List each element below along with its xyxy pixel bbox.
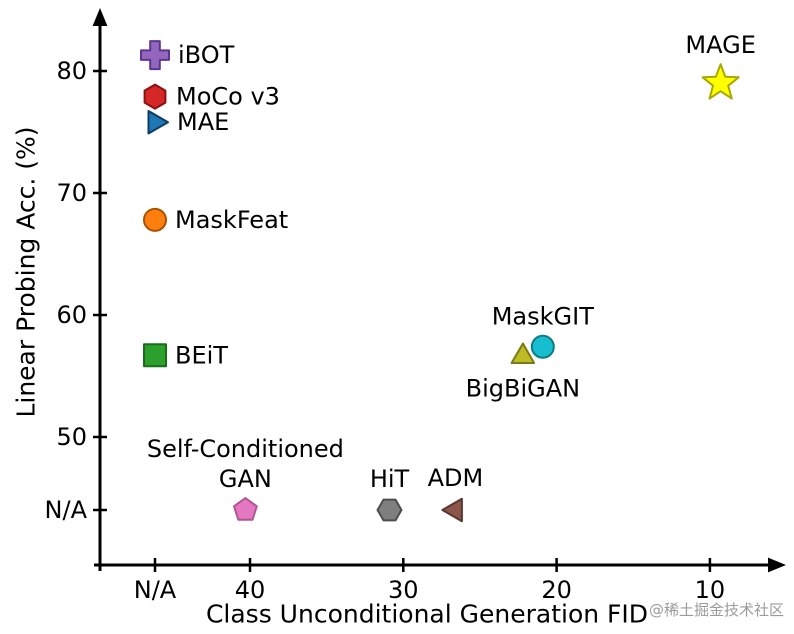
x-tick-label: N/A <box>134 576 177 604</box>
y-axis-arrow <box>92 8 108 26</box>
point-label-beit: BEiT <box>175 341 228 369</box>
y-tick-label: 80 <box>56 57 87 85</box>
x-tick-label: 40 <box>235 576 266 604</box>
point-label-maskfeat: MaskFeat <box>175 206 288 234</box>
point-label-moco-v3: MoCo v3 <box>176 83 280 111</box>
point-label-self-conditioned-gan: Self-Conditioned <box>147 435 344 463</box>
marker-ibot <box>140 40 170 71</box>
point-label-bigbigan: BigBiGAN <box>466 374 580 402</box>
point-label-self-conditioned-gan: GAN <box>219 465 272 493</box>
x-axis-arrow <box>768 557 786 573</box>
point-label-ibot: iBOT <box>178 41 235 69</box>
x-tick-label: 30 <box>388 576 419 604</box>
point-label-mage: MAGE <box>685 31 755 59</box>
x-axis-label: Class Unconditional Generation FID <box>205 599 649 629</box>
point-label-maskgit: MaskGIT <box>492 303 594 331</box>
point-label-hit: HiT <box>370 465 410 493</box>
point-label-mae: MAE <box>177 108 229 136</box>
y-tick-label: 50 <box>56 423 87 451</box>
marker-moco-v3 <box>143 83 167 110</box>
y-axis-label: Linear Probing Acc. (%) <box>11 126 41 418</box>
x-tick-label: 10 <box>695 576 726 604</box>
x-tick-label: 20 <box>541 576 572 604</box>
marker-self-conditioned-gan <box>233 497 258 521</box>
marker-maskgit <box>530 334 555 359</box>
y-tick-label: 70 <box>56 179 87 207</box>
marker-beit <box>143 343 167 368</box>
marker-mage <box>701 63 740 100</box>
marker-mae <box>147 110 169 135</box>
y-tick-label: 60 <box>56 301 87 329</box>
marker-hit <box>376 498 403 522</box>
marker-bigbigan <box>510 342 536 364</box>
marker-adm <box>441 497 463 523</box>
watermark: @稀土掘金技术社区 <box>648 601 784 619</box>
marker-maskfeat <box>143 207 167 232</box>
y-tick-label: N/A <box>45 496 88 524</box>
point-label-adm: ADM <box>428 464 484 492</box>
